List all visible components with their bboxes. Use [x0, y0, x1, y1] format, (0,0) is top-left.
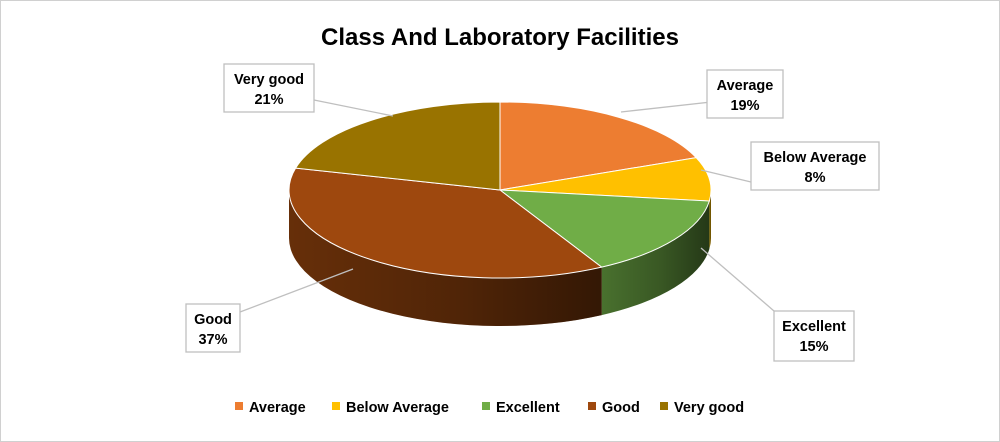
legend-label: Below Average — [346, 400, 449, 416]
pie-layer — [288, 101, 712, 327]
pie-slice-average[interactable] — [499, 101, 698, 191]
pie-side-below-average-shade — [709, 190, 711, 250]
legend-swatch — [235, 402, 243, 410]
pie-slice-very-good[interactable] — [294, 101, 501, 191]
pie-slice-below-average[interactable] — [499, 157, 712, 202]
legend-label: Average — [249, 400, 306, 416]
data-label-value: 21% — [254, 92, 283, 108]
label-box — [706, 69, 784, 119]
leader-line — [700, 247, 775, 312]
data-label-category: Good — [194, 312, 232, 328]
legend-swatch — [588, 402, 596, 410]
data-label-category: Average — [717, 78, 774, 94]
legend-swatch — [660, 402, 668, 410]
data-label-very-good: Very good 21% — [223, 63, 394, 117]
legend-swatch — [332, 402, 340, 410]
data-label-category: Below Average — [764, 150, 867, 166]
legend-item-good[interactable]: Good — [588, 400, 640, 416]
data-label-value: 8% — [805, 170, 826, 186]
data-label-below-average: Below Average 8% — [700, 141, 880, 191]
pie-slice-excellent[interactable] — [498, 189, 711, 268]
data-label-value: 37% — [198, 332, 227, 348]
legend-item-very-good[interactable]: Very good — [660, 400, 744, 416]
leader-line — [239, 268, 354, 313]
data-label-category: Excellent — [782, 319, 846, 335]
legend-item-excellent[interactable]: Excellent — [482, 400, 560, 416]
legend-item-average[interactable]: Average — [235, 400, 306, 416]
pie-side-good-shade — [289, 190, 602, 327]
chart-title: Class And Laboratory Facilities — [321, 24, 679, 51]
legend: Average Below Average Excellent Good Very go… — [235, 400, 744, 416]
pie-slice-good[interactable] — [288, 167, 603, 279]
legend-label: Very good — [674, 400, 744, 416]
legend-label: Good — [602, 400, 640, 416]
label-box — [223, 63, 315, 113]
data-label-good: Good 37% — [185, 268, 354, 353]
pie-side-excellent-shade — [601, 201, 710, 316]
leader-line — [313, 99, 394, 117]
label-box — [750, 141, 880, 191]
data-label-excellent: Excellent 15% — [700, 247, 855, 362]
data-label-value: 19% — [730, 98, 759, 114]
label-box — [773, 310, 855, 362]
data-label-category: Very good — [234, 72, 304, 88]
data-labels: Average 19% Below Average 8% Excellent 15% Goo… — [185, 63, 880, 362]
label-box — [185, 303, 241, 353]
legend-swatch — [482, 402, 490, 410]
legend-item-below-average[interactable]: Below Average — [332, 400, 449, 416]
data-label-average: Average 19% — [620, 69, 784, 119]
leader-line — [700, 169, 752, 183]
legend-label: Excellent — [496, 400, 560, 416]
data-label-value: 15% — [799, 339, 828, 355]
